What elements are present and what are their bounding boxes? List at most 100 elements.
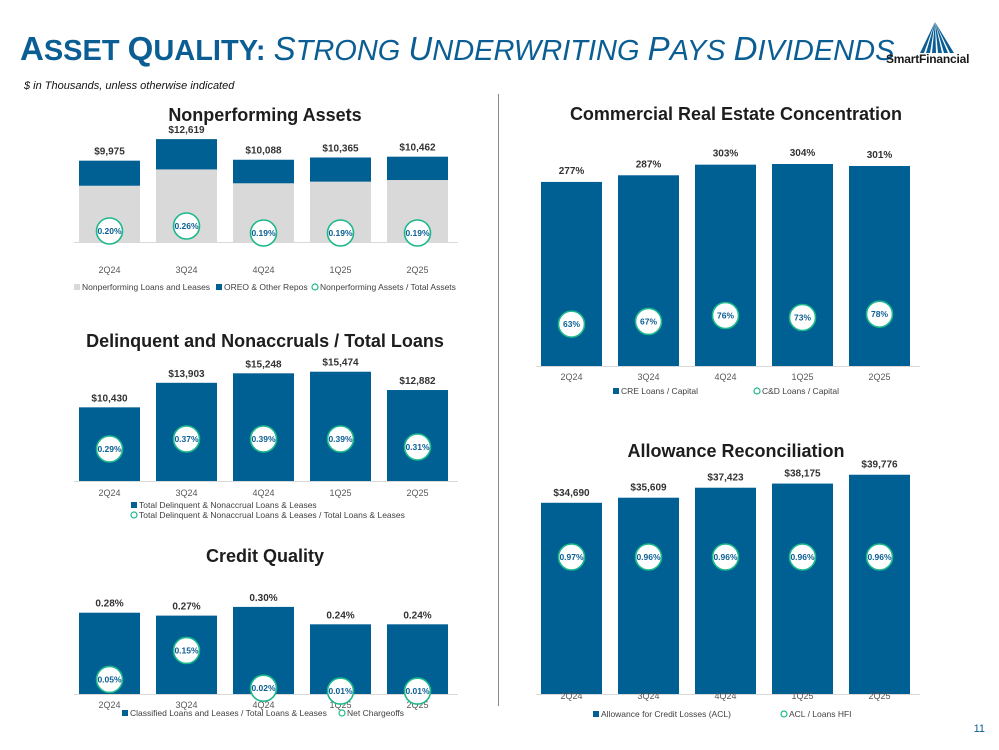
- npa-value-label: $10,088: [245, 146, 282, 157]
- credit-legend-marker: [338, 709, 346, 717]
- delinq-legend-swatch: [131, 502, 137, 508]
- delinq-ratio-marker: [403, 433, 432, 461]
- npa-bar-oreo: [310, 157, 371, 182]
- cre-bar: [695, 164, 756, 366]
- cre-value-label: 304%: [790, 148, 816, 159]
- page-number: 11: [973, 723, 985, 735]
- acl-x-tick-label: 2Q24: [560, 691, 582, 701]
- delinq-ratio-label: 0.37%: [174, 434, 199, 444]
- acl-ratio-label: 0.96%: [867, 552, 892, 562]
- acl-value-label: $35,609: [630, 483, 667, 494]
- npa-ratio-marker: [249, 219, 278, 247]
- cre-legend-marker: [753, 387, 761, 395]
- acl-value-label: $39,776: [861, 460, 898, 471]
- credit-value-label: 0.24%: [326, 610, 354, 621]
- acl-legend-marker: [780, 710, 788, 718]
- npa-x-tick-label: 2Q24: [98, 265, 120, 275]
- credit-ratio-marker: [95, 665, 124, 694]
- npa-ratio-label: 0.19%: [328, 228, 353, 238]
- acl-x-tick-label: 3Q24: [637, 691, 659, 701]
- acl-legend-swatch: [593, 711, 599, 717]
- delinq-x-tick-label: 4Q24: [252, 488, 274, 498]
- delinq-ratio-marker: [95, 435, 124, 463]
- npa-x-tick-label: 2Q25: [406, 265, 428, 275]
- acl-legend-label: ACL / Loans HFI: [789, 709, 852, 719]
- cre-legend-label: CRE Loans / Capital: [621, 386, 698, 396]
- cre-value-label: 303%: [713, 149, 739, 160]
- npa-ratio-label: 0.19%: [251, 228, 276, 238]
- credit-value-label: 0.28%: [95, 599, 123, 610]
- npa-x-tick-label: 4Q24: [252, 265, 274, 275]
- acl-bar: [849, 474, 910, 694]
- credit-legend-swatch: [122, 710, 128, 716]
- acl-x-tick-label: 1Q25: [791, 691, 813, 701]
- acl-ratio-marker: [634, 543, 663, 571]
- nonperforming-assets-chart: Nonperforming Assets $9,975 2Q24 0.20% $12,6…: [74, 105, 458, 292]
- delinq-ratio-label: 0.39%: [251, 434, 276, 444]
- credit-legend-label: Net Chargeoffs: [347, 708, 404, 718]
- credit-ratio-label: 0.15%: [174, 645, 199, 655]
- delinq-value-label: $12,882: [399, 376, 436, 387]
- credit-value-label: 0.27%: [172, 602, 200, 613]
- credit-ratio-label: 0.01%: [405, 686, 430, 696]
- acl-ratio-label: 0.97%: [559, 552, 584, 562]
- acl-value-label: $34,690: [553, 488, 590, 499]
- acl-bar: [695, 487, 756, 694]
- cre-ratio-marker: [788, 303, 817, 332]
- npa-value-label: $9,975: [94, 147, 125, 158]
- npa-value-label: $10,365: [322, 143, 359, 154]
- acl-value-label: $37,423: [707, 473, 744, 484]
- credit-legend-label: Classified Loans and Leases / Total Loan…: [130, 708, 327, 718]
- cre-value-label: 277%: [559, 166, 585, 177]
- acl-value-label: $38,175: [784, 469, 821, 480]
- delinq-value-label: $10,430: [91, 393, 128, 404]
- npa-x-tick-label: 1Q25: [329, 265, 351, 275]
- acl-x-tick-label: 2Q25: [868, 691, 890, 701]
- npa-bar-oreo: [387, 156, 448, 181]
- credit-x-tick-label: 3Q24: [175, 700, 197, 710]
- acl-ratio-marker: [557, 543, 586, 571]
- npa-bar-oreo: [233, 159, 294, 184]
- credit-quality-chart: Credit Quality 0.28% 2Q24 0.05% 0.27% 3Q24 0.1…: [74, 546, 458, 718]
- cre-x-tick-label: 3Q24: [637, 372, 659, 382]
- cre-legend-label: C&D Loans / Capital: [762, 386, 839, 396]
- npa-ratio-label: 0.20%: [97, 226, 122, 236]
- npa-value-label: $12,619: [168, 125, 205, 136]
- credit-ratio-label: 0.05%: [97, 674, 122, 684]
- acl-ratio-marker: [711, 543, 740, 571]
- delinq-x-tick-label: 2Q24: [98, 488, 120, 498]
- delinq-x-tick-label: 2Q25: [406, 488, 428, 498]
- delinq-ratio-label: 0.29%: [97, 444, 122, 454]
- npa-bar-oreo: [156, 139, 217, 170]
- npa-ratio-marker: [326, 219, 355, 247]
- delinq-ratio-label: 0.39%: [328, 434, 353, 444]
- delinq-x-tick-label: 1Q25: [329, 488, 351, 498]
- delinq-value-label: $15,248: [245, 359, 282, 370]
- cre-chart-title: Commercial Real Estate Concentration: [570, 104, 902, 124]
- acl-ratio-label: 0.96%: [713, 552, 738, 562]
- cre-bar: [772, 163, 833, 366]
- credit-value-label: 0.30%: [249, 593, 277, 604]
- acl-ratio-label: 0.96%: [790, 552, 815, 562]
- acl-ratio-label: 0.96%: [636, 552, 661, 562]
- delinq-value-label: $15,474: [322, 358, 359, 369]
- delinq-ratio-marker: [172, 425, 201, 453]
- npa-x-tick-label: 3Q24: [175, 265, 197, 275]
- acl-x-tick-label: 4Q24: [714, 691, 736, 701]
- npa-ratio-label: 0.19%: [405, 228, 430, 238]
- cre-bar: [849, 165, 910, 366]
- npa-chart-title: Nonperforming Assets: [168, 105, 361, 125]
- cre-ratio-marker: [865, 300, 894, 328]
- credit-x-tick-label: 1Q25: [329, 700, 351, 710]
- delinq-legend-label: Total Delinquent & Nonaccrual Loans & Le…: [139, 510, 405, 520]
- npa-legend-marker: [311, 283, 319, 291]
- acl-ratio-marker: [788, 543, 817, 571]
- acl-bar: [618, 497, 679, 694]
- delinq-ratio-marker: [249, 425, 278, 453]
- npa-legend-label: Nonperforming Loans and Leases: [82, 282, 210, 292]
- cre-ratio-label: 63%: [563, 319, 580, 329]
- delinq-chart-title: Delinquent and Nonaccruals / Total Loans: [86, 331, 444, 351]
- credit-chart-title: Credit Quality: [206, 546, 324, 566]
- cre-ratio-label: 67%: [640, 316, 657, 326]
- npa-ratio-label: 0.26%: [174, 221, 199, 231]
